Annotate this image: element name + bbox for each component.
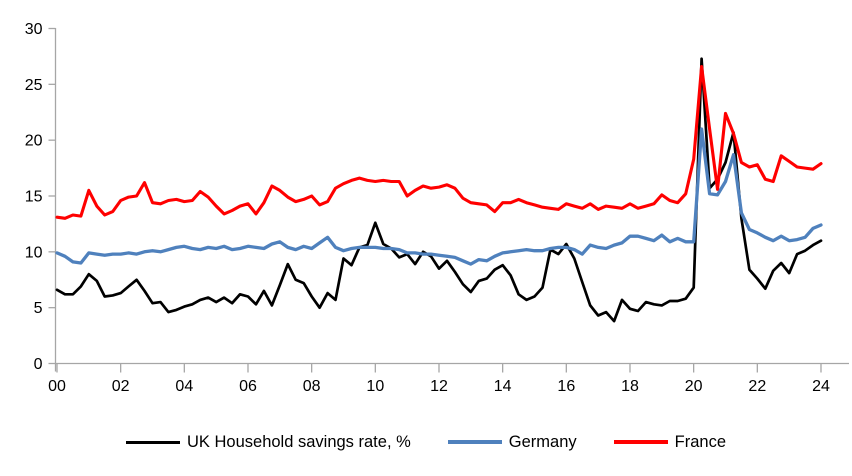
y-tick-label: 10 — [25, 244, 43, 261]
germany-line-swatch — [447, 440, 502, 444]
x-tick-label: 20 — [685, 378, 703, 395]
y-tick-label: 0 — [34, 356, 43, 373]
legend-label-uk: UK Household savings rate, % — [187, 432, 411, 451]
x-axis: 00 02 04 06 08 10 12 14 16 18 20 22 24 — [48, 362, 849, 395]
france-line — [55, 64, 823, 220]
y-tick-label: 5 — [34, 300, 43, 317]
france-line-swatch — [613, 440, 668, 444]
x-tick-label: 06 — [239, 378, 257, 395]
y-tick-label: 20 — [25, 133, 43, 150]
x-tick-label: 12 — [430, 378, 448, 395]
x-tick-label: 16 — [557, 378, 575, 395]
x-tick-label: 10 — [366, 378, 384, 395]
legend-item-germany: Germany — [447, 432, 577, 452]
x-tick-label: 18 — [621, 378, 639, 395]
y-tick-label: 15 — [25, 189, 43, 206]
legend: UK Household savings rate, % Germany Fra… — [0, 424, 852, 460]
legend-label-germany: Germany — [508, 432, 577, 451]
germany-line — [55, 127, 823, 266]
x-tick-label: 00 — [48, 378, 66, 395]
y-tick-label: 30 — [25, 21, 43, 38]
y-tick-label: 25 — [25, 77, 43, 94]
x-tick-label: 24 — [812, 378, 830, 395]
uk-household-savings-rate-line — [55, 57, 823, 323]
legend-label-france: France — [674, 432, 726, 451]
x-tick-label: 14 — [494, 378, 512, 395]
x-tick-label: 08 — [303, 378, 321, 395]
x-tick-label: 22 — [748, 378, 766, 395]
legend-item-france: France — [613, 432, 726, 452]
chart-canvas: 0 5 10 15 20 25 30 00 02 04 06 08 10 12 14 16 18 20 22 24 — [25, 21, 849, 395]
y-axis: 0 5 10 15 20 25 30 — [25, 21, 57, 373]
uk-line-swatch — [126, 440, 180, 444]
x-tick-label: 02 — [112, 378, 130, 395]
x-tick-label: 04 — [175, 378, 193, 395]
plot-series — [55, 57, 823, 323]
legend-item-uk: UK Household savings rate, % — [126, 433, 411, 452]
